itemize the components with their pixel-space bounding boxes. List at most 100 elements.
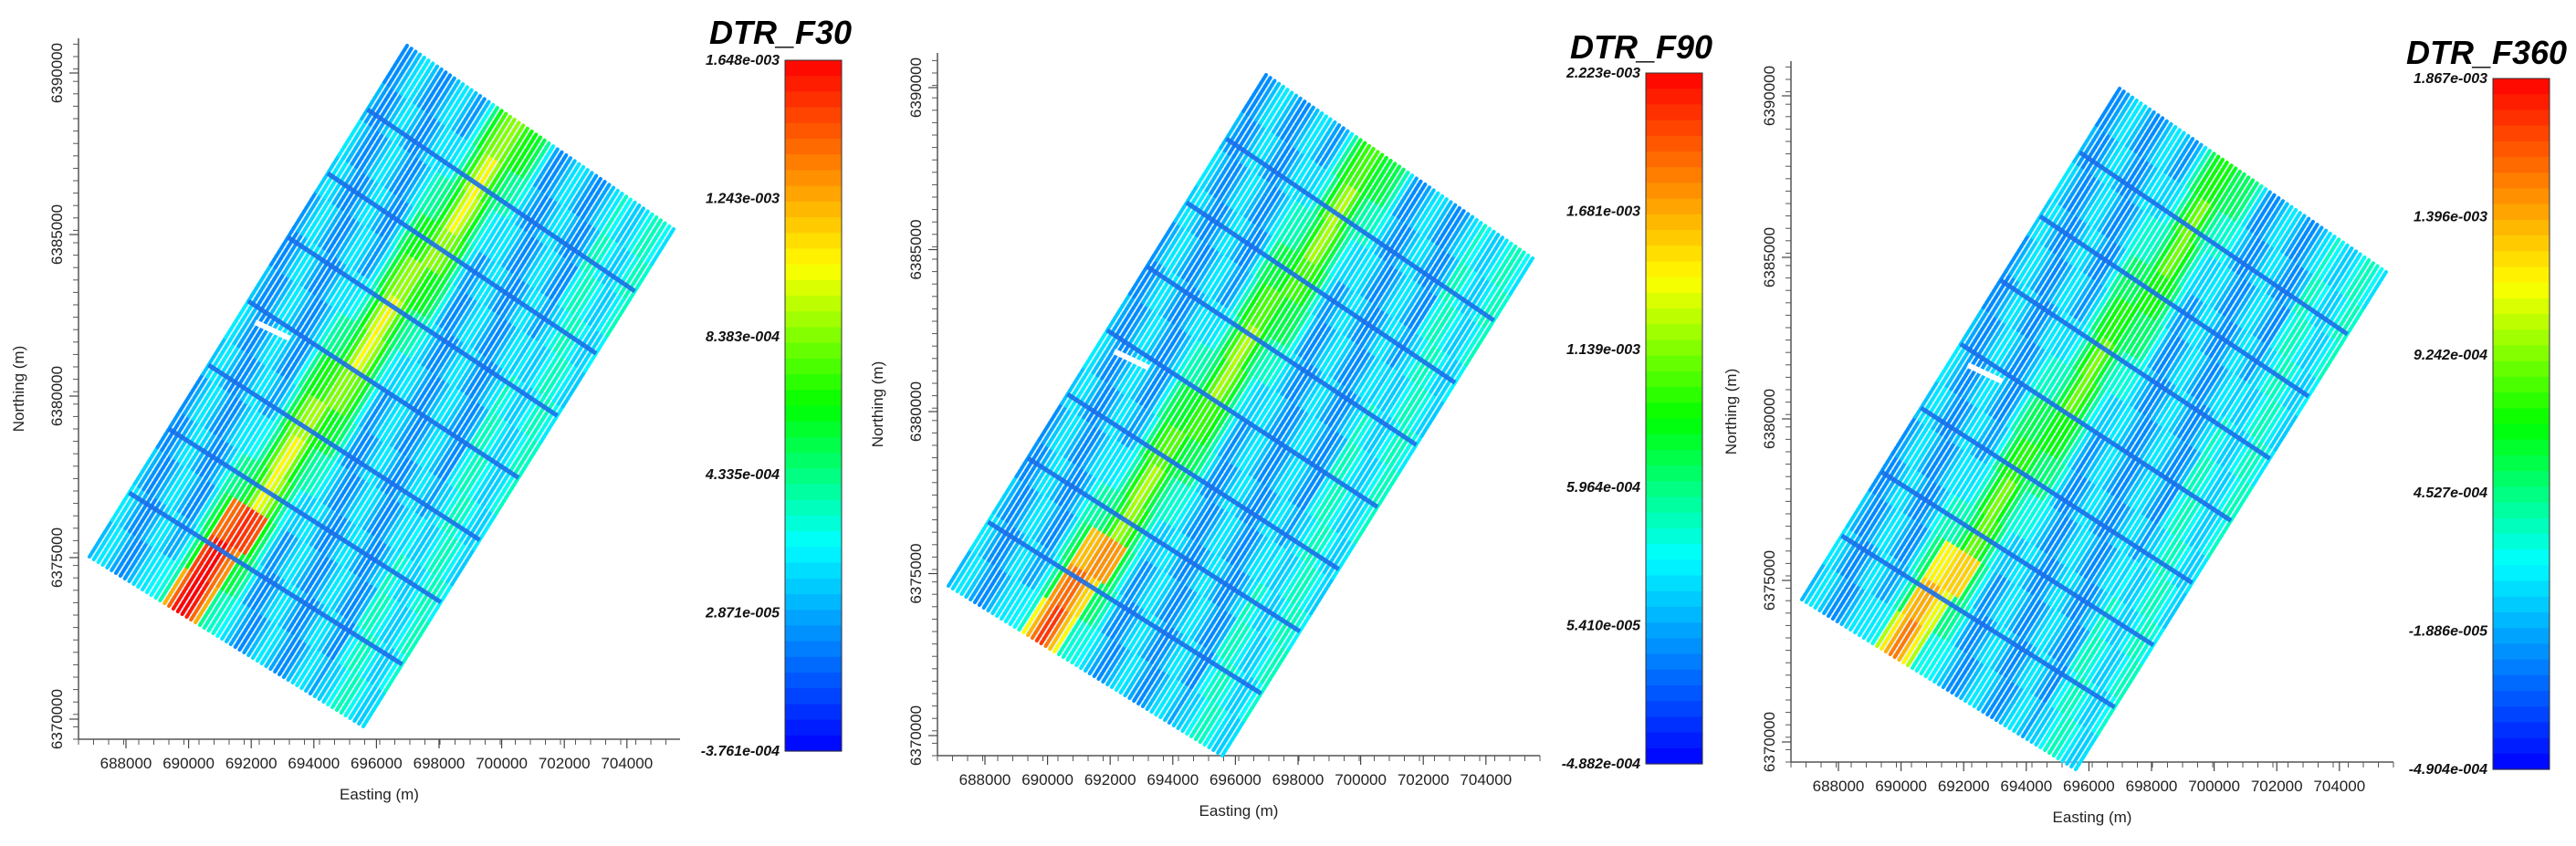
flight-line-segment	[468, 102, 496, 143]
flight-line-segment	[1258, 341, 1285, 382]
flight-line-segment	[288, 341, 316, 382]
flight-line-segment	[1340, 141, 1367, 182]
flight-line-segment	[1376, 419, 1402, 459]
flight-line-segment	[444, 291, 470, 331]
flight-line-segment	[1000, 480, 1028, 521]
flight-line-segment	[1392, 176, 1419, 216]
flight-line-segment	[249, 316, 277, 357]
flight-line-segment	[378, 247, 405, 288]
flight-line-segment	[479, 213, 507, 254]
flight-line-segment	[1180, 289, 1207, 330]
flight-line-segment	[241, 310, 268, 351]
flight-line-segment	[1487, 241, 1513, 281]
flight-line-segment	[292, 445, 319, 486]
flight-line-segment	[2190, 151, 2216, 192]
flight-line-segment	[1188, 346, 1215, 387]
flight-line-segment	[2055, 318, 2082, 359]
flight-line-segment	[1087, 635, 1115, 675]
flight-line-segment	[2144, 579, 2172, 618]
flight-line-segment	[430, 76, 456, 117]
flight-line-segment	[1429, 304, 1456, 344]
flight-line-segment	[398, 463, 424, 503]
flight-line-segment	[213, 394, 240, 435]
flight-line-segment	[1189, 296, 1216, 336]
flight-line-segment	[445, 494, 472, 534]
colorbar-label: 1.681e-003	[1566, 204, 1640, 219]
flight-line-segment	[628, 212, 654, 252]
flight-line-segment	[469, 308, 497, 349]
flight-line-segment	[2104, 299, 2131, 339]
tie-line	[287, 235, 559, 418]
flight-line-segment	[297, 448, 323, 488]
flight-line-segment	[2056, 671, 2083, 711]
flight-line-segment	[427, 178, 455, 218]
flight-line-segment	[1508, 256, 1534, 296]
flight-line-segment	[544, 257, 571, 298]
flight-line-segment	[1207, 256, 1234, 297]
x-tick-label: 698000	[414, 755, 466, 772]
flight-line-segment	[1266, 448, 1293, 488]
flight-line-segment	[319, 361, 346, 402]
flight-line-segment	[299, 551, 327, 591]
flight-line-segment	[1325, 234, 1353, 274]
colorbar-band	[1646, 198, 1702, 215]
flight-line-segment	[332, 421, 359, 461]
flight-line-segment	[2162, 235, 2189, 276]
flight-line-segment	[1213, 157, 1241, 198]
flight-line-segment	[476, 465, 503, 504]
flight-line-segment	[2103, 92, 2131, 133]
flight-line-segment	[1178, 441, 1205, 482]
flight-line-segment	[275, 383, 302, 424]
flight-line-segment	[1898, 521, 1925, 562]
flight-line-segment	[2209, 267, 2236, 308]
flight-line-segment	[1835, 583, 1862, 623]
flight-line-segment	[2153, 584, 2180, 624]
flight-line-segment	[299, 601, 326, 641]
flight-line-segment	[271, 381, 298, 422]
colorbar-band	[2493, 643, 2550, 661]
flight-line-segment	[1180, 643, 1208, 684]
flight-line-segment	[1049, 510, 1076, 551]
flight-line-segment	[225, 553, 251, 594]
flight-line-segment	[1478, 235, 1504, 276]
flight-line-segment	[2151, 125, 2178, 165]
flight-line-segment	[2101, 450, 2129, 490]
colorbar-band	[2493, 204, 2550, 221]
flight-line-segment	[377, 91, 403, 132]
flight-line-segment	[247, 517, 274, 558]
colorbar-band	[1646, 402, 1702, 420]
colorbar-band	[1646, 716, 1702, 734]
flight-line-segment	[1999, 585, 2026, 626]
flight-line-segment	[1283, 559, 1309, 599]
flight-line-segment	[1052, 613, 1079, 653]
flight-line-segment	[494, 475, 520, 516]
flight-line-segment	[1374, 215, 1400, 256]
flight-line-segment	[1960, 560, 1986, 601]
flight-line-segment	[1335, 239, 1361, 280]
y-tick-label: 6375000	[1761, 550, 1778, 611]
flight-line-segment	[486, 470, 512, 510]
flight-line-segment	[2053, 469, 2080, 509]
flight-line-segment	[1427, 200, 1453, 240]
flight-line-segment	[2016, 597, 2044, 637]
flight-line-segment	[1889, 516, 1916, 557]
flight-line-segment	[1104, 393, 1130, 433]
flight-line-segment	[1957, 407, 1984, 447]
flight-line-segment	[1057, 566, 1084, 607]
flight-line-segment	[322, 565, 349, 605]
flight-line-segment	[1944, 348, 1972, 389]
flight-line-segment	[384, 505, 411, 545]
flight-line-segment	[1090, 435, 1116, 475]
flight-line-segment	[345, 122, 372, 163]
colorbar-band	[2493, 329, 2550, 347]
flight-line-segment	[1278, 556, 1304, 596]
flight-line-segment	[2088, 541, 2114, 582]
flight-line-segment	[1158, 276, 1185, 316]
flight-line-segment	[1391, 227, 1418, 267]
flight-line-segment	[2096, 647, 2122, 686]
flight-line-segment	[322, 210, 349, 251]
flight-line-segment	[1240, 431, 1266, 471]
flight-line-segment	[2129, 367, 2156, 407]
flight-line-segment	[1434, 256, 1461, 297]
flight-line-segment	[527, 245, 554, 286]
